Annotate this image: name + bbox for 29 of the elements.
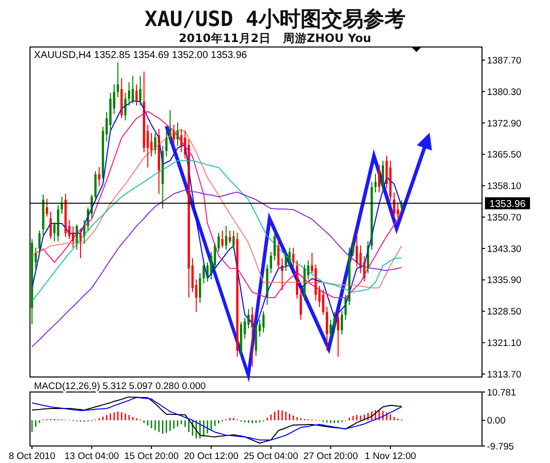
text: MACD(12,26,9) 5.312 5.097 0.280 0.000: [34, 381, 206, 392]
y-tick-label: 1313.70: [487, 369, 522, 380]
x-tick-label: 13 Oct 04:00: [64, 451, 119, 462]
y-tick-label: 1350.70: [487, 212, 522, 224]
y-tick-label: 1387.70: [487, 55, 522, 66]
line-series: [32, 189, 402, 348]
y-tick-label: 1358.10: [487, 181, 522, 192]
y-tick-label: 0.00: [487, 416, 506, 427]
y-tick-label: 1372.90: [487, 118, 522, 130]
y-tick-label: 1335.90: [487, 275, 522, 286]
y-tick-label: -9.795: [487, 441, 514, 452]
x-tick-label: 20 Oct 12:00: [184, 451, 238, 462]
x-tick-label: 1 Nov 12:00: [364, 451, 416, 462]
line-series: [32, 160, 402, 302]
y-tick-label: 1343.30: [487, 244, 522, 255]
y-tick-label: 1321.10: [487, 338, 522, 349]
x-tick-label: 8 Oct 2010: [8, 451, 56, 462]
y-tick-label: 1380.30: [487, 86, 522, 98]
y-tick-label: 1328.50: [487, 306, 522, 318]
x-tick-label: 25 Oct 04:00: [244, 451, 298, 462]
chart-title: XAU/USD 4小时图交易参考: [144, 7, 406, 31]
y-tick-label: 10.781: [487, 387, 516, 398]
line-series: [32, 130, 402, 288]
chart-subtitle: 2010年11月2日 周游ZHOU You: [178, 31, 372, 45]
x-tick-label: 15 Oct 20:00: [124, 451, 179, 462]
annotation: XAUUSD,H4 1352.85 1354.69 1352.00 1353.96: [34, 50, 248, 61]
y-tick-label: 1365.50: [487, 150, 522, 161]
x-tick-label: 27 Oct 20:00: [303, 451, 358, 462]
ref-line-label: 1353.96: [489, 198, 526, 210]
